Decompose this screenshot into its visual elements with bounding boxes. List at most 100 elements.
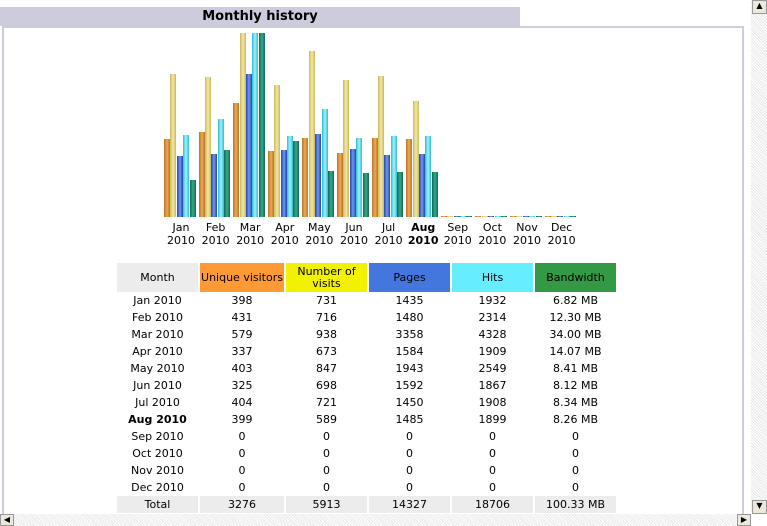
total-cell: 3276 <box>200 496 284 513</box>
bar-visits <box>308 51 315 217</box>
bar-pages <box>349 149 356 217</box>
month-year: 2010 <box>340 234 368 247</box>
scroll-up-button[interactable]: ▲ <box>752 0 767 14</box>
total-row: Total 3276 5913 14327 18706 100.33 MB <box>117 496 616 513</box>
table-cell: 399 <box>231 413 253 426</box>
bar-bandwidth <box>570 216 577 217</box>
month-label: Jun 2010 <box>336 221 372 247</box>
table-cell: 0 <box>406 464 413 477</box>
table-cell: Sep 2010 <box>131 430 184 443</box>
bar-pages <box>176 156 183 217</box>
table-cell: 398 <box>231 294 253 307</box>
column-header: Unique visitors <box>200 263 284 292</box>
table-row: Aug 2010 399 589 1485 1899 8.26 MB <box>117 411 616 428</box>
bar-visits <box>239 33 246 217</box>
table-cell: 716 <box>316 311 337 324</box>
table-cell: 1899 <box>478 413 507 426</box>
table-cell: 0 <box>238 481 246 494</box>
table-cell: 0 <box>489 481 496 494</box>
table-cell: 0 <box>489 430 496 443</box>
monthly-bar-chart: Jan 2010 Feb 2010 Mar 2010 Apr 2010 May 2010 Jun 20… <box>0 0 767 250</box>
bar-pages <box>246 74 252 217</box>
column-header: Pages <box>369 263 450 292</box>
table-cell: 0 <box>572 447 579 460</box>
month-year: 2010 <box>443 234 472 247</box>
scroll-left-button[interactable]: ◀ <box>0 514 14 526</box>
table-cell: 325 <box>231 379 253 392</box>
table-row: Dec 2010 0 0 0 0 0 <box>117 479 616 496</box>
vertical-scrollbar[interactable]: ▲ ▼ <box>751 0 767 514</box>
month-label: Dec 2010 <box>544 221 580 247</box>
month-name: Sep <box>447 221 469 234</box>
bar-pages <box>280 150 287 217</box>
table-cell: Jul 2010 <box>135 396 180 409</box>
month-label: May 2010 <box>301 221 337 247</box>
table-cell: 1867 <box>478 379 507 392</box>
table-cell: 938 <box>316 328 337 341</box>
bar-visits <box>551 216 557 217</box>
bar-visits <box>447 216 454 217</box>
horizontal-scrollbar[interactable]: ◀ ▶ <box>0 514 751 526</box>
table-cell: 0 <box>323 464 330 477</box>
table-cell: 1584 <box>395 345 424 358</box>
bar-unique-visitors <box>302 138 309 217</box>
bar-visits <box>412 101 419 217</box>
table-cell: 1450 <box>395 396 424 409</box>
table-cell: 12.30 MB <box>549 311 602 324</box>
month-year: 2010 <box>236 234 265 247</box>
month-name: May <box>308 221 331 234</box>
table-cell: 1909 <box>478 345 507 358</box>
bar-pages <box>384 155 391 217</box>
table-cell: 1485 <box>395 413 424 426</box>
bar-unique-visitors <box>510 216 516 217</box>
month-name: Dec <box>550 221 573 234</box>
month-label: Nov 2010 <box>509 221 545 247</box>
section-title: Monthly history <box>0 7 520 26</box>
bar-visits <box>205 77 211 217</box>
month-year: 2010 <box>513 234 541 247</box>
table-cell: 721 <box>316 396 337 409</box>
bar-unique-visitors <box>337 153 343 217</box>
total-cell: 14327 <box>369 496 450 513</box>
table-cell: May 2010 <box>130 362 185 375</box>
bar-hits <box>252 33 259 217</box>
bar-hits <box>356 138 363 217</box>
bar-unique-visitors <box>544 216 551 217</box>
table-cell: 0 <box>572 481 579 494</box>
month-name: Jul <box>381 221 396 234</box>
table-row: Jan 2010 398 731 1435 1932 6.82 MB <box>117 292 616 309</box>
month-name: Oct <box>482 221 502 234</box>
month-label: Sep 2010 <box>440 221 476 247</box>
bar-hits <box>563 216 570 217</box>
table-cell: 589 <box>316 413 337 426</box>
table-cell: 731 <box>316 294 337 307</box>
table-cell: 0 <box>238 430 246 443</box>
column-header: Number of visits <box>286 263 367 292</box>
month-name: Feb <box>205 221 226 234</box>
bar-unique-visitors <box>267 151 274 217</box>
month-label: Apr 2010 <box>267 221 303 247</box>
column-header: Month <box>117 263 198 292</box>
scroll-right-button[interactable]: ▶ <box>737 514 751 526</box>
month-label: Oct 2010 <box>474 221 510 247</box>
bar-pages <box>211 154 218 217</box>
table-cell: 0 <box>406 430 413 443</box>
scroll-down-button[interactable]: ▼ <box>752 500 767 514</box>
table-row: May 2010 403 847 1943 2549 8.41 MB <box>117 360 616 377</box>
table-cell: 0 <box>572 430 579 443</box>
table-row: Feb 2010 431 716 1480 2314 12.30 MB <box>117 309 616 326</box>
table-cell: 847 <box>316 362 337 375</box>
table-cell: 0 <box>323 430 330 443</box>
bar-pages <box>419 154 425 217</box>
bar-visits <box>516 216 523 217</box>
month-label: Jul 2010 <box>371 221 407 247</box>
table-cell: 0 <box>489 464 496 477</box>
month-year: 2010 <box>167 234 195 247</box>
bar-hits <box>390 136 397 217</box>
table-cell: 1592 <box>395 379 424 392</box>
bar-hits <box>494 216 501 217</box>
table-cell: 0 <box>489 447 496 460</box>
table-cell: 1908 <box>478 396 507 409</box>
table-cell: Nov 2010 <box>131 464 184 477</box>
table-cell: 0 <box>406 481 413 494</box>
